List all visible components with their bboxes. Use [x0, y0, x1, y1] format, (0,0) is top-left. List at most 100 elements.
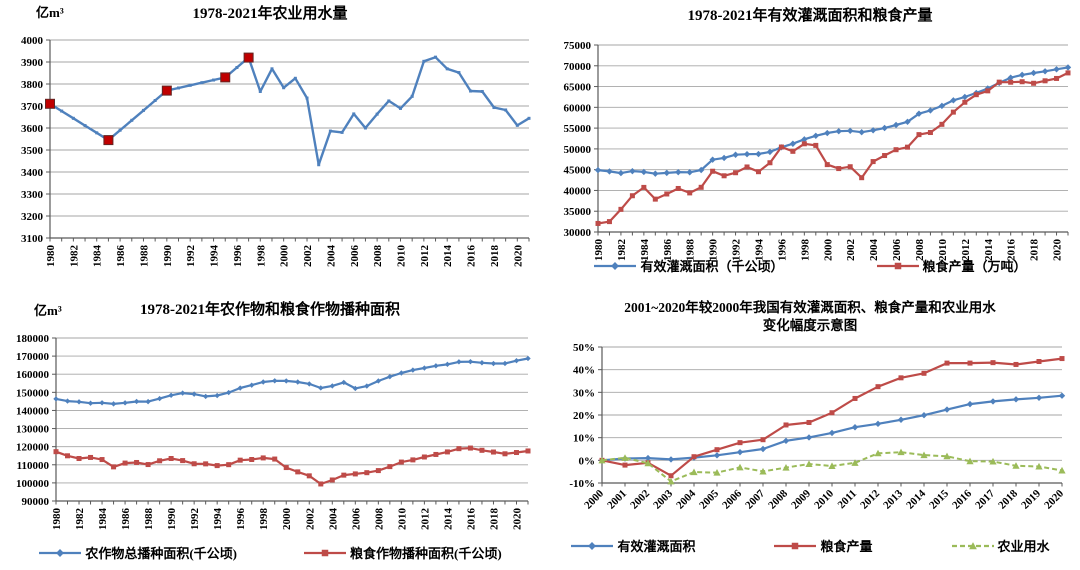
svg-text:4000: 4000 [21, 35, 44, 47]
triangle-marker [897, 448, 905, 456]
diamond-marker [433, 363, 439, 369]
chart-sown-area: 亿m³ 1978-2021年农作物和粮食作物播种面积 90000 100000 11… [0, 285, 540, 570]
legend-item: 粮食作物播种面积(千公顷) [303, 543, 502, 562]
square-marker [180, 458, 186, 464]
diamond-marker [759, 445, 767, 453]
diamond-marker [851, 424, 859, 431]
diamond-marker [1035, 394, 1043, 401]
svg-text:2004: 2004 [868, 239, 880, 262]
square-marker [767, 160, 773, 166]
diamond-marker [812, 132, 820, 139]
square-marker [737, 440, 743, 446]
svg-text:2020: 2020 [511, 508, 523, 531]
svg-text:3500: 3500 [21, 145, 44, 157]
square-marker [226, 462, 232, 468]
diamond-marker [927, 107, 934, 114]
square-marker [790, 148, 796, 154]
square-marker [363, 126, 367, 130]
triangle-marker [1012, 462, 1020, 469]
square-marker [806, 419, 812, 425]
svg-text:3600: 3600 [21, 123, 44, 135]
square-marker [687, 190, 693, 196]
square-marker [422, 59, 426, 63]
square-marker [760, 437, 766, 443]
diamond-marker [824, 129, 831, 137]
svg-text:2016: 2016 [1006, 239, 1018, 262]
square-marker [792, 542, 799, 549]
square-marker [88, 454, 94, 460]
square-marker [141, 108, 145, 112]
diamond-marker [652, 170, 659, 177]
svg-text:1986: 1986 [115, 245, 127, 268]
diamond-marker [76, 399, 82, 405]
diamond-marker [663, 169, 670, 177]
square-marker [65, 453, 71, 459]
svg-text:1994: 1994 [209, 245, 221, 268]
diamond-marker [295, 379, 301, 385]
diamond-marker [306, 381, 312, 387]
diamond-marker [421, 365, 428, 371]
svg-text:2004: 2004 [325, 245, 337, 268]
square-marker [905, 144, 911, 150]
square-marker [293, 76, 297, 80]
square-marker [375, 468, 381, 474]
svg-text:2001: 2001 [605, 488, 629, 512]
legend-line-diamond-icon [571, 541, 614, 550]
svg-text:2012: 2012 [419, 245, 431, 268]
triangle-marker [736, 463, 744, 471]
chart-agricultural-water-use: 亿m³ 1978-2021年农业用水量 3100 3200 3300 3400 3500… [0, 0, 540, 285]
svg-text:2004: 2004 [674, 487, 698, 511]
svg-text:1984: 1984 [639, 239, 651, 262]
square-marker [153, 99, 157, 102]
irrigation-grain-plot: 30000 35000 40000 45000 50000 55000 60000 65000… [564, 40, 1072, 262]
diamond-marker [736, 448, 744, 456]
svg-text:1982: 1982 [616, 239, 628, 262]
square-marker [859, 175, 865, 181]
square-marker [829, 410, 835, 416]
diamond-marker [743, 150, 751, 158]
diamond-marker [283, 378, 289, 384]
triangle-marker [805, 460, 813, 467]
change-rate-plot: -10%0%10%20%30%40%50%2000200120022003200… [569, 342, 1066, 512]
legend-label: 有效灌溉面积 [617, 539, 696, 554]
chart-irrigation-area-grain-output: 1978-2021年有效灌溉面积和粮食产量 30000 35000 40000 450… [540, 0, 1080, 285]
square-marker [502, 451, 508, 457]
legend-line-diamond-icon [594, 261, 637, 270]
series-line [601, 394, 1063, 462]
svg-text:2014: 2014 [983, 239, 995, 262]
svg-text:2006: 2006 [891, 239, 903, 262]
svg-text:100000: 100000 [16, 478, 50, 490]
square-marker [258, 89, 262, 93]
svg-text:3400: 3400 [21, 167, 44, 179]
square-marker [433, 451, 439, 457]
diamond-marker [881, 124, 888, 132]
svg-text:1986: 1986 [120, 508, 132, 531]
triangle-marker [968, 541, 977, 549]
square-marker [444, 449, 450, 455]
square-marker [295, 469, 301, 475]
y-axis-unit-label: 亿m³ [34, 303, 62, 318]
diamond-marker [249, 382, 255, 388]
diamond-marker [53, 396, 59, 402]
triangle-marker [874, 449, 882, 457]
diamond-marker [713, 452, 721, 459]
svg-text:1998: 1998 [799, 239, 811, 262]
svg-text:2005: 2005 [697, 487, 721, 511]
square-marker [898, 375, 904, 381]
legend-item: 农作物总播种面积(千公顷) [38, 543, 237, 562]
series-line [55, 447, 529, 486]
svg-text:2020: 2020 [1052, 239, 1064, 262]
square-marker [103, 135, 114, 146]
svg-text:2002: 2002 [845, 239, 857, 262]
square-marker [99, 457, 105, 463]
diamond-marker [260, 379, 266, 385]
diamond-marker [766, 148, 774, 156]
square-marker [134, 459, 140, 465]
svg-text:1996: 1996 [235, 508, 247, 531]
square-marker [916, 132, 922, 138]
svg-text:2000: 2000 [281, 508, 293, 531]
svg-text:2010: 2010 [395, 245, 407, 268]
square-marker [270, 67, 274, 71]
svg-text:2002: 2002 [628, 487, 652, 511]
svg-text:2013: 2013 [881, 487, 905, 511]
